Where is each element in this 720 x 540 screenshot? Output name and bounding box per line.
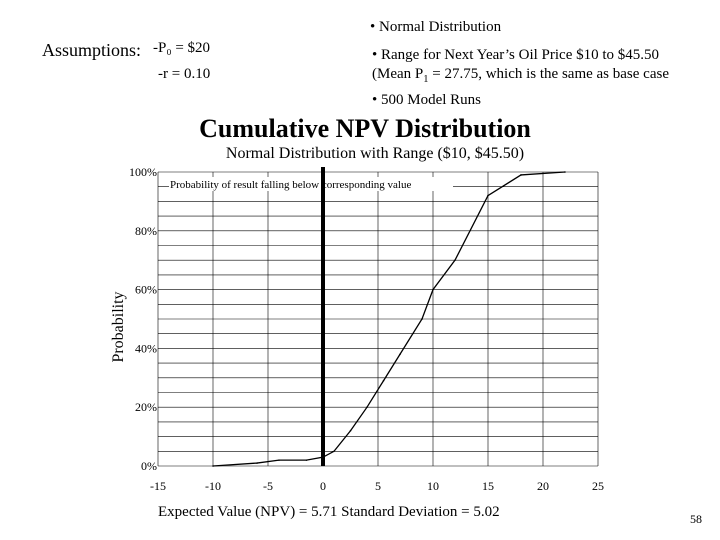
x-tick-label: 5 xyxy=(375,479,381,493)
cumulative-probability-line xyxy=(212,171,566,467)
data-point xyxy=(399,353,401,356)
assumptions-label: Assumptions: xyxy=(42,40,142,60)
data-point xyxy=(454,259,456,262)
chart-title: Cumulative NPV Distribution xyxy=(199,114,531,143)
y-tick-label: 40% xyxy=(135,341,157,355)
bullet-normal-distribution: • Normal Distribution xyxy=(370,19,502,35)
annotation-background xyxy=(169,177,453,191)
chart-subtitle: Normal Distribution with Range ($10, $45… xyxy=(225,145,525,162)
data-point xyxy=(305,459,308,461)
data-point xyxy=(487,194,489,197)
x-tick-label: -5 xyxy=(263,479,273,493)
x-tick-label: -15 xyxy=(150,479,166,493)
y-tick-label: 20% xyxy=(135,400,157,414)
data-point xyxy=(520,174,522,176)
data-point xyxy=(212,465,214,467)
bullet-oil-price-range: • Range for Next Year’s Oil Price $10 to… xyxy=(372,47,660,63)
data-point xyxy=(333,450,335,453)
data-point xyxy=(564,171,566,173)
mean-subscript: 1 xyxy=(423,74,429,85)
x-tick-label: 15 xyxy=(482,479,494,493)
x-tick-label: 25 xyxy=(592,479,604,493)
data-point xyxy=(256,462,258,464)
y-tick-label: 60% xyxy=(135,283,157,297)
page-number: 58 xyxy=(690,512,702,526)
data-point xyxy=(366,406,368,409)
data-point xyxy=(322,456,324,458)
expected-value-stats: Expected Value (NPV) = 5.71 Standard Dev… xyxy=(158,504,500,520)
y-tick-label: 100% xyxy=(129,165,157,179)
assumption-p0: -P₀ = $20 xyxy=(153,40,211,56)
mean-prefix: (Mean P xyxy=(372,66,424,82)
mean-suffix: = 27.75, which is the same as base case xyxy=(428,66,669,82)
chart-annotation: Probability of result falling below corr… xyxy=(170,179,411,191)
x-tick-label: 0 xyxy=(320,479,326,493)
y-tick-label: 80% xyxy=(135,224,157,238)
data-point xyxy=(349,429,352,432)
x-tick-label: 20 xyxy=(537,479,549,493)
x-tick-label: 10 xyxy=(427,479,439,493)
data-point xyxy=(382,379,385,382)
data-point xyxy=(421,318,423,320)
data-point xyxy=(278,459,280,461)
y-axis-title: Probability xyxy=(110,291,127,362)
assumption-r: -r = 0.10 xyxy=(158,66,211,82)
y-tick-label: 0% xyxy=(141,459,157,473)
bullet-model-runs: • 500 Model Runs xyxy=(372,92,482,108)
bullet-mean-price: (Mean P1 = 27.75, which is the same as b… xyxy=(372,66,669,85)
x-tick-label: -10 xyxy=(205,479,221,493)
data-point xyxy=(432,288,434,291)
